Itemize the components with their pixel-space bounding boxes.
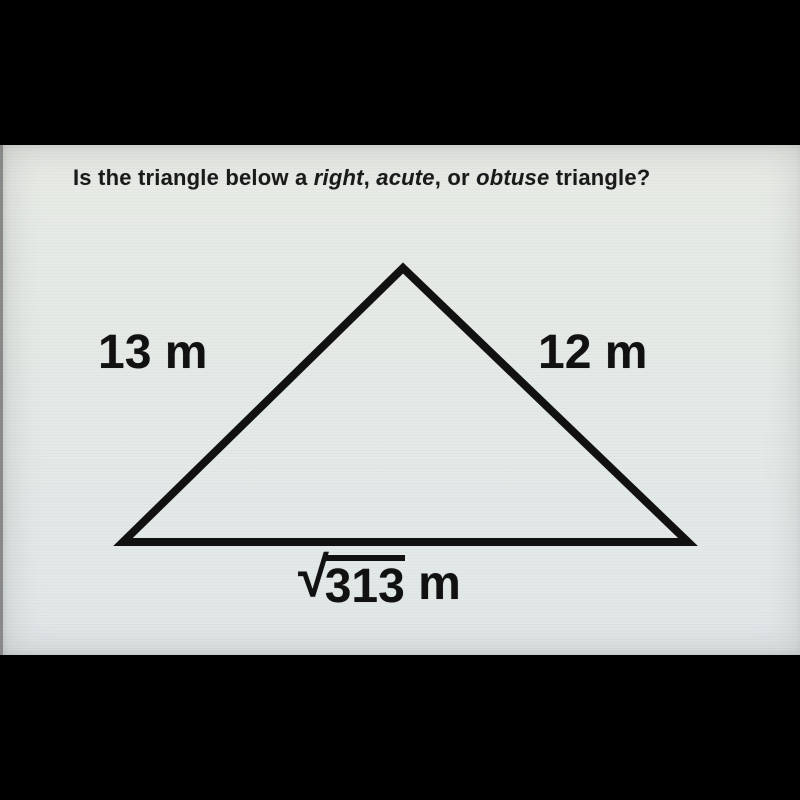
worksheet-screen: Is the triangle below a right, acute, or…	[0, 145, 800, 655]
sqrt-expression: √ 313	[298, 555, 405, 611]
question-option-obtuse: obtuse	[476, 165, 549, 190]
side-label-bottom: √ 313 m	[298, 555, 461, 611]
sqrt-radicand: 313	[325, 555, 405, 611]
question-text: Is the triangle below a right, acute, or…	[73, 165, 650, 191]
side-label-bottom-unit: m	[405, 557, 461, 610]
triangle-diagram: 13 m 12 m √ 313 m	[98, 250, 708, 620]
side-label-right: 12 m	[538, 325, 647, 380]
sqrt-icon: √	[298, 552, 329, 602]
question-suffix: triangle?	[549, 165, 650, 190]
question-option-acute: acute	[376, 165, 434, 190]
triangle-shape	[123, 268, 688, 542]
side-label-left: 13 m	[98, 325, 207, 380]
question-sep1: ,	[364, 165, 377, 190]
question-sep2: , or	[435, 165, 476, 190]
question-option-right: right	[314, 165, 364, 190]
question-prefix: Is the triangle below a	[73, 165, 314, 190]
